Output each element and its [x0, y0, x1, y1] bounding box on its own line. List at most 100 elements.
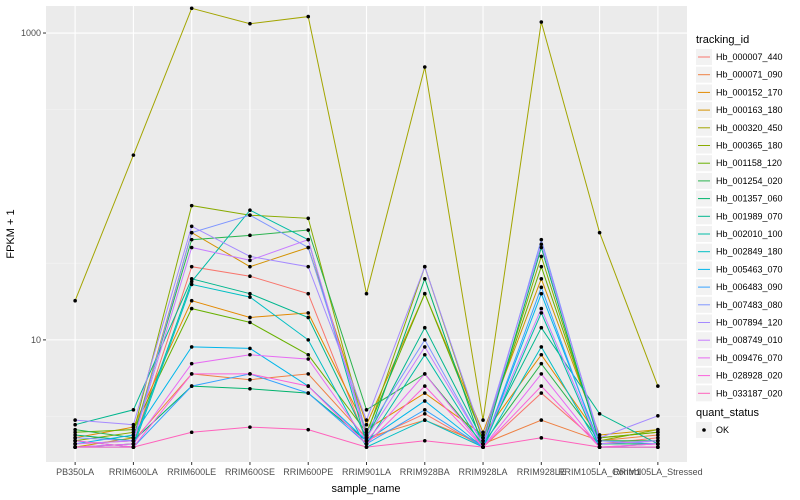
- data-point: [73, 445, 77, 449]
- y-axis-title: FPKM + 1: [5, 209, 17, 258]
- data-point: [539, 277, 544, 281]
- x-tick-label: RRIM600LA: [109, 467, 158, 477]
- data-point: [131, 408, 136, 412]
- data-point: [539, 418, 544, 422]
- legend-label: Hb_002849_180: [716, 247, 783, 257]
- x-tick-label: RRIM600LE: [167, 467, 216, 477]
- legend-label: Hb_007894_120: [716, 318, 783, 328]
- data-point: [597, 433, 602, 437]
- data-point: [422, 277, 427, 281]
- x-tick-label: RRIM600PE: [283, 467, 333, 477]
- data-point: [189, 345, 194, 349]
- data-point: [656, 436, 660, 440]
- y-tick-label: 1000: [21, 28, 41, 38]
- data-point: [422, 384, 427, 388]
- data-point: [248, 320, 252, 325]
- data-point: [539, 242, 544, 247]
- y-tick-label: 10: [31, 335, 41, 345]
- data-point: [131, 436, 136, 440]
- data-point: [539, 245, 544, 250]
- data-point: [73, 433, 77, 437]
- data-point: [656, 427, 660, 432]
- data-point: [73, 442, 77, 446]
- data-point: [189, 237, 194, 242]
- shape-legend-label: OK: [716, 425, 729, 435]
- data-point: [189, 361, 194, 366]
- data-point: [539, 306, 544, 311]
- data-point: [189, 224, 194, 229]
- data-point: [422, 391, 427, 395]
- data-point: [422, 418, 427, 422]
- data-point: [422, 352, 427, 357]
- data-point: [306, 384, 311, 388]
- data-point: [422, 345, 427, 349]
- data-point: [539, 20, 544, 24]
- data-point: [539, 325, 544, 330]
- data-point: [189, 245, 194, 250]
- data-point: [73, 427, 77, 432]
- data-point: [597, 438, 602, 443]
- data-point: [131, 153, 136, 157]
- x-tick-label: RRIM105LA_Control: [558, 467, 641, 477]
- data-point: [189, 279, 194, 284]
- data-point: [189, 230, 194, 235]
- data-point: [248, 264, 252, 269]
- data-point: [248, 208, 252, 213]
- data-point: [597, 442, 602, 446]
- data-point: [306, 264, 311, 269]
- data-point: [189, 384, 194, 388]
- data-point: [422, 438, 427, 443]
- data-point: [422, 411, 427, 416]
- legend-label: Hb_033187_020: [716, 388, 783, 398]
- data-point: [364, 418, 369, 422]
- data-point: [131, 445, 136, 449]
- data-point: [131, 442, 136, 446]
- data-point: [306, 391, 311, 395]
- legend-label: Hb_000071_090: [716, 70, 783, 80]
- legend-label: Hb_001254_020: [716, 176, 783, 186]
- data-point: [422, 291, 427, 296]
- data-point: [539, 384, 544, 388]
- data-point: [73, 298, 77, 303]
- data-points: [73, 6, 660, 449]
- x-axis-ticks: PB350LA RRIM600LA RRIM600LE RRIM600SE RRIM60…: [56, 462, 703, 477]
- legend-label: Hb_001989_070: [716, 211, 783, 221]
- data-point: [306, 237, 311, 242]
- data-point: [306, 357, 311, 361]
- data-point: [364, 445, 369, 449]
- data-point: [131, 430, 136, 435]
- data-point: [422, 264, 427, 269]
- legend-label: Hb_000152_170: [716, 87, 783, 97]
- data-point: [306, 216, 311, 221]
- data-point: [656, 384, 660, 388]
- legend-label: Hb_009476_070: [716, 353, 783, 363]
- data-point: [422, 408, 427, 412]
- data-point: [597, 445, 602, 449]
- data-point: [306, 14, 311, 19]
- legend-label: Hb_000365_180: [716, 141, 783, 151]
- data-point: [539, 361, 544, 366]
- data-point: [539, 372, 544, 376]
- legend-label: Hb_028928_020: [716, 371, 783, 381]
- data-point: [248, 377, 252, 382]
- legend-label: Hb_002010_100: [716, 229, 783, 239]
- data-point: [248, 291, 252, 296]
- data-point: [248, 258, 252, 263]
- data-point: [248, 233, 252, 238]
- data-point: [248, 21, 252, 26]
- data-point: [364, 422, 369, 427]
- data-point: [73, 436, 77, 440]
- data-point: [131, 422, 136, 427]
- data-point: [539, 436, 544, 440]
- data-point: [131, 427, 136, 432]
- data-point: [248, 352, 252, 357]
- data-point: [306, 228, 311, 232]
- x-tick-label: PB350LA: [56, 467, 94, 477]
- x-tick-label: RRIM928BA: [400, 467, 450, 477]
- data-point: [306, 315, 311, 320]
- legend-label: Hb_000007_440: [716, 52, 783, 62]
- data-point: [306, 245, 311, 250]
- data-point: [364, 430, 369, 435]
- data-point: [364, 436, 369, 440]
- data-point: [306, 338, 311, 342]
